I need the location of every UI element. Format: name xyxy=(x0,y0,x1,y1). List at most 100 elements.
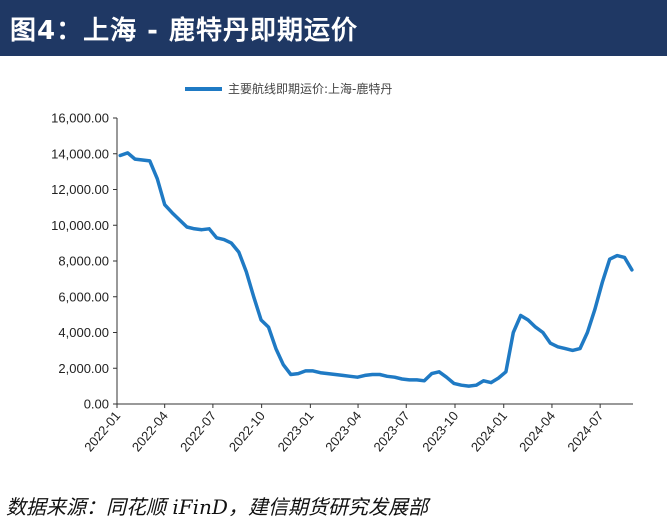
data-point xyxy=(393,376,396,379)
x-tick-label: 2023-07 xyxy=(370,408,412,454)
x-tick-label: 2022-07 xyxy=(177,408,219,454)
data-point xyxy=(201,228,203,231)
x-tick-label: 2023-01 xyxy=(275,408,317,454)
x-tick-label: 2022-10 xyxy=(226,408,268,454)
data-point xyxy=(297,372,300,375)
figure-header: 图4：上海 - 鹿特丹即期运价 xyxy=(0,0,667,56)
series-line xyxy=(118,151,634,388)
data-point xyxy=(512,331,515,334)
data-point xyxy=(252,296,255,298)
data-point xyxy=(401,378,403,380)
data-point xyxy=(608,258,611,260)
x-tick-label: 2023-04 xyxy=(322,408,364,454)
data-point xyxy=(215,237,218,239)
data-point xyxy=(571,349,574,352)
data-point xyxy=(186,226,188,228)
data-point xyxy=(379,373,381,376)
data-point xyxy=(282,363,285,366)
data-point xyxy=(312,370,314,372)
data-point xyxy=(586,331,589,334)
data-point xyxy=(623,256,626,259)
data-point xyxy=(163,203,166,206)
data-point xyxy=(453,382,455,385)
data-point xyxy=(542,331,544,334)
data-point xyxy=(238,251,240,253)
y-tick-label: 12,000.00 xyxy=(51,182,109,197)
data-point xyxy=(334,373,337,376)
data-point xyxy=(497,377,500,379)
legend-label: 主要航线即期运价:上海-鹿特丹 xyxy=(228,81,392,96)
x-tick-label: 2024-07 xyxy=(564,408,606,454)
data-point xyxy=(193,228,196,230)
data-point xyxy=(141,159,144,161)
y-axis: 0.00 2,000.00 4,000.00 6,000.00 8,000.00 10,0… xyxy=(51,111,118,412)
data-point xyxy=(275,347,277,350)
y-tick-label: 10,000.00 xyxy=(51,218,109,233)
data-point xyxy=(475,384,478,387)
data-point xyxy=(149,160,151,162)
data-point xyxy=(616,254,618,257)
data-point xyxy=(126,152,129,154)
data-point xyxy=(519,314,522,317)
series-points xyxy=(119,152,633,387)
y-tick-label: 0.00 xyxy=(84,397,109,412)
data-point xyxy=(208,228,210,230)
data-point xyxy=(327,372,329,375)
data-point xyxy=(631,269,633,271)
data-point xyxy=(134,158,136,160)
data-point xyxy=(445,376,448,379)
y-tick-label: 2,000.00 xyxy=(58,361,109,376)
data-point xyxy=(178,219,181,221)
data-point xyxy=(230,242,233,244)
data-point xyxy=(557,346,559,348)
figure-title: 图4：上海 - 鹿特丹即期运价 xyxy=(10,16,358,46)
data-point xyxy=(505,371,507,373)
data-point xyxy=(490,381,492,384)
data-point xyxy=(319,371,322,374)
y-tick-label: 8,000.00 xyxy=(58,254,109,269)
data-point xyxy=(423,380,426,382)
data-point xyxy=(260,319,262,321)
data-point xyxy=(594,308,596,311)
y-tick-label: 6,000.00 xyxy=(58,289,109,304)
x-tick-label: 2024-04 xyxy=(516,408,558,454)
line-chart: 主要航线即期运价:上海-鹿特丹 0.00 2,000.00 4,000.00 6,00… xyxy=(51,81,634,454)
x-tick-label: 2022-04 xyxy=(129,408,171,454)
data-point xyxy=(564,347,566,350)
data-point xyxy=(386,375,389,378)
data-point xyxy=(223,238,225,241)
x-tick-label: 2024-01 xyxy=(468,408,510,454)
data-point xyxy=(468,385,470,387)
data-point xyxy=(601,281,604,284)
data-source-note: 数据来源：同花顺 iFinD，建信期货研究发展部 xyxy=(6,495,428,519)
data-point xyxy=(482,380,485,382)
data-point xyxy=(349,375,351,378)
data-point xyxy=(460,384,463,387)
data-point xyxy=(534,326,537,328)
data-point xyxy=(245,270,248,273)
x-tick-label: 2023-10 xyxy=(419,408,461,454)
data-point xyxy=(408,379,411,381)
data-point xyxy=(527,319,529,321)
data-point xyxy=(119,154,121,157)
legend: 主要航线即期运价:上海-鹿特丹 xyxy=(185,81,392,96)
data-point xyxy=(304,370,307,372)
y-tick-label: 4,000.00 xyxy=(58,325,109,340)
data-point xyxy=(171,211,173,214)
data-point xyxy=(267,326,270,328)
data-point xyxy=(364,374,366,377)
data-point xyxy=(579,347,581,350)
data-point xyxy=(156,178,159,180)
x-tick-label: 2022-01 xyxy=(81,408,123,454)
data-point xyxy=(341,374,344,377)
data-point xyxy=(371,373,374,376)
data-point xyxy=(356,376,359,379)
data-point xyxy=(430,372,433,375)
data-point xyxy=(416,379,418,381)
y-tick-label: 14,000.00 xyxy=(51,146,109,161)
y-tick-label: 16,000.00 xyxy=(51,111,109,126)
data-point xyxy=(549,342,552,345)
data-point xyxy=(290,373,292,376)
data-point xyxy=(438,371,440,373)
x-axis: 2022-01 2022-04 2022-07 2022-10 2023-01 2023-… xyxy=(81,403,633,454)
